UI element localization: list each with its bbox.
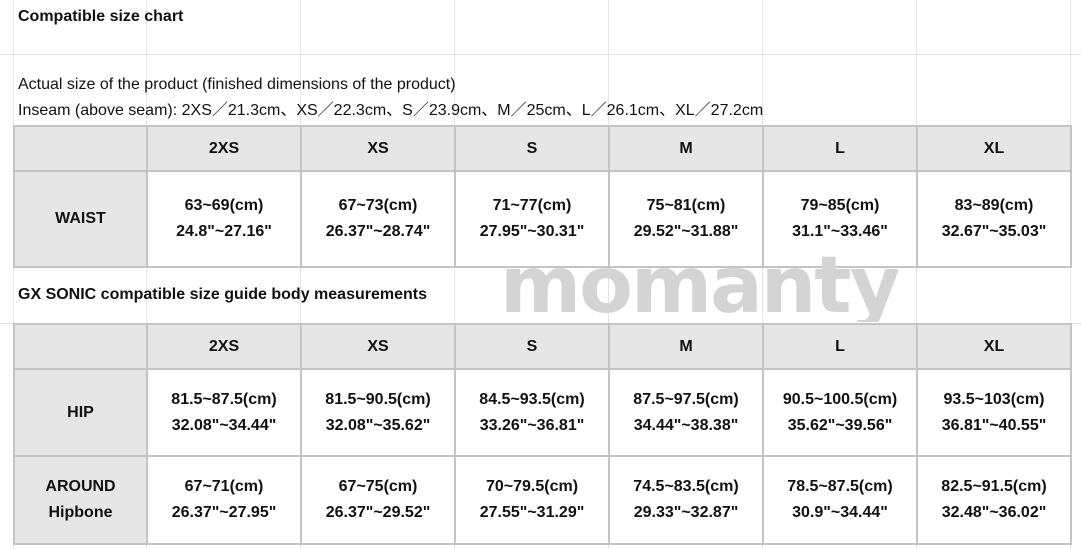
cm-value: 84.5~93.5(cm) <box>479 390 585 408</box>
cm-value: 71~77(cm) <box>492 197 572 214</box>
cm-value: 75~81(cm) <box>646 197 726 214</box>
size-header: S <box>454 323 610 370</box>
sheet-title: Compatible size chart <box>18 8 184 25</box>
size-header: 2XS <box>146 125 302 172</box>
measurement-cell: 81.5~90.5(cm) 32.08"~35.62" <box>300 368 456 457</box>
section-title: GX SONIC compatible size guide body meas… <box>18 286 427 303</box>
row-label-line: Hipbone <box>48 504 113 521</box>
measurement-cell: 70~79.5(cm) 27.55"~31.29" <box>454 455 610 545</box>
measurement-cell: 79~85(cm) 31.1"~33.46" <box>762 170 918 268</box>
inch-value: 29.33"~32.87" <box>633 504 739 521</box>
inch-value: 29.52"~31.88" <box>633 223 739 240</box>
cm-value: 63~69(cm) <box>184 197 264 214</box>
cm-value: 70~79.5(cm) <box>485 478 579 495</box>
cm-value: 82.5~91.5(cm) <box>941 478 1047 495</box>
cm-value: 83~89(cm) <box>954 197 1034 214</box>
inch-value: 26.37"~27.95" <box>171 504 277 521</box>
row-label: HIP <box>13 368 148 457</box>
size-header: XL <box>916 125 1072 172</box>
size-header: XS <box>300 323 456 370</box>
measurement-cell: 81.5~87.5(cm) 32.08"~34.44" <box>146 368 302 457</box>
row-label-line: AROUND <box>45 478 116 495</box>
inch-value: 26.37"~29.52" <box>325 504 431 521</box>
size-header: 2XS <box>146 323 302 370</box>
cm-value: 81.5~90.5(cm) <box>325 390 431 408</box>
inch-value: 27.95"~30.31" <box>479 223 585 240</box>
measurement-cell: 93.5~103(cm) 36.81"~40.55" <box>916 368 1072 457</box>
corner-cell <box>13 323 148 370</box>
measurement-cell: 87.5~97.5(cm) 34.44"~38.38" <box>608 368 764 457</box>
cm-value: 67~75(cm) <box>338 478 418 495</box>
cm-value: 79~85(cm) <box>800 197 880 214</box>
cm-value: 67~73(cm) <box>338 197 418 214</box>
inseam-note: Inseam (above seam): 2XS／21.3cm、XS／22.3c… <box>18 102 764 119</box>
table-row: HIP 81.5~87.5(cm) 32.08"~34.44" 81.5~90.5(c… <box>13 368 1072 457</box>
waist-size-table: 2XS XS S M L XL WAIST 63~69(cm) 24.8"~27.1… <box>13 125 1072 268</box>
measurement-cell: 83~89(cm) 32.67"~35.03" <box>916 170 1072 268</box>
table-row: WAIST 63~69(cm) 24.8"~27.16" 67~73(cm) 26.37… <box>13 170 1072 268</box>
size-header: L <box>762 125 918 172</box>
inch-value: 24.8"~27.16" <box>176 223 272 240</box>
measurement-cell: 74.5~83.5(cm) 29.33"~32.87" <box>608 455 764 545</box>
corner-cell <box>13 125 148 172</box>
grid-line <box>13 0 14 549</box>
measurement-cell: 75~81(cm) 29.52"~31.88" <box>608 170 764 268</box>
size-header: XL <box>916 323 1072 370</box>
inch-value: 36.81"~40.55" <box>941 416 1047 434</box>
inch-value: 31.1"~33.46" <box>792 223 888 240</box>
size-header: S <box>454 125 610 172</box>
measurement-cell: 90.5~100.5(cm) 35.62"~39.56" <box>762 368 918 457</box>
body-measurement-table: 2XS XS S M L XL HIP 81.5~87.5(cm) 32.08"~3… <box>13 323 1072 545</box>
measurement-cell: 84.5~93.5(cm) 33.26"~36.81" <box>454 368 610 457</box>
measurement-cell: 67~73(cm) 26.37"~28.74" <box>300 170 456 268</box>
cm-value: 78.5~87.5(cm) <box>787 478 893 495</box>
size-header: XS <box>300 125 456 172</box>
product-note: Actual size of the product (finished dim… <box>18 76 456 93</box>
cm-value: 67~71(cm) <box>184 478 264 495</box>
cm-value: 74.5~83.5(cm) <box>633 478 739 495</box>
inch-value: 32.08"~34.44" <box>171 416 277 434</box>
measurement-cell: 63~69(cm) 24.8"~27.16" <box>146 170 302 268</box>
size-header: M <box>608 125 764 172</box>
measurement-cell: 78.5~87.5(cm) 30.9"~34.44" <box>762 455 918 545</box>
inch-value: 35.62"~39.56" <box>787 416 893 434</box>
row-label: AROUND Hipbone <box>13 455 148 545</box>
size-header: L <box>762 323 918 370</box>
header-row: 2XS XS S M L XL <box>13 323 1072 370</box>
row-label: WAIST <box>13 170 148 268</box>
watermark-logo: momanty <box>500 250 899 322</box>
header-row: 2XS XS S M L XL <box>13 125 1072 172</box>
inch-value: 33.26"~36.81" <box>479 416 585 434</box>
cm-value: 93.5~103(cm) <box>943 390 1045 408</box>
inch-value: 32.67"~35.03" <box>941 223 1047 240</box>
table-row: AROUND Hipbone 67~71(cm) 26.37"~27.95" 67~75… <box>13 455 1072 545</box>
cm-value: 90.5~100.5(cm) <box>782 390 898 408</box>
inch-value: 30.9"~34.44" <box>792 504 888 521</box>
grid-line <box>0 54 1081 55</box>
inch-value: 27.55"~31.29" <box>479 504 585 521</box>
cm-value: 81.5~87.5(cm) <box>171 390 277 408</box>
inch-value: 32.48"~36.02" <box>941 504 1047 521</box>
measurement-cell: 67~75(cm) 26.37"~29.52" <box>300 455 456 545</box>
measurement-cell: 67~71(cm) 26.37"~27.95" <box>146 455 302 545</box>
inch-value: 34.44"~38.38" <box>633 416 739 434</box>
cm-value: 87.5~97.5(cm) <box>633 390 739 408</box>
inch-value: 32.08"~35.62" <box>325 416 431 434</box>
inch-value: 26.37"~28.74" <box>325 223 431 240</box>
size-header: M <box>608 323 764 370</box>
measurement-cell: 82.5~91.5(cm) 32.48"~36.02" <box>916 455 1072 545</box>
measurement-cell: 71~77(cm) 27.95"~30.31" <box>454 170 610 268</box>
